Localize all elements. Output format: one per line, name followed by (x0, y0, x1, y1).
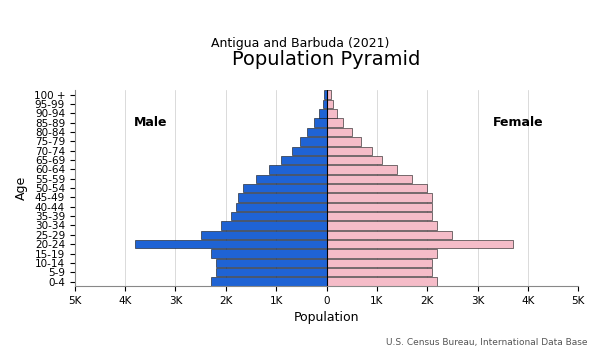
Text: Antigua and Barbuda (2021): Antigua and Barbuda (2021) (211, 37, 389, 50)
Bar (326, 128, 352, 136)
Bar (244, 184, 326, 192)
Bar (326, 212, 432, 220)
Bar (326, 119, 343, 127)
Bar (323, 100, 326, 108)
Bar (326, 259, 432, 267)
Bar (221, 221, 326, 230)
Bar (324, 90, 326, 99)
Bar (269, 165, 326, 174)
Text: Female: Female (493, 116, 543, 129)
Bar (326, 100, 332, 108)
Bar (326, 175, 412, 183)
Bar (326, 249, 437, 258)
Y-axis label: Age: Age (15, 176, 28, 200)
Bar (292, 147, 326, 155)
X-axis label: Population: Population (294, 312, 359, 324)
Bar (314, 119, 326, 127)
Bar (256, 175, 326, 183)
Bar (326, 231, 452, 239)
Bar (301, 137, 326, 146)
Bar (216, 259, 326, 267)
Bar (326, 90, 331, 99)
Title: Population Pyramid: Population Pyramid (232, 50, 421, 69)
Bar (326, 147, 372, 155)
Bar (307, 128, 326, 136)
Bar (319, 109, 326, 118)
Text: U.S. Census Bureau, International Data Base: U.S. Census Bureau, International Data B… (386, 337, 588, 346)
Bar (326, 156, 382, 164)
Bar (211, 277, 326, 286)
Bar (326, 240, 513, 248)
Bar (135, 240, 326, 248)
Bar (326, 193, 432, 202)
Bar (211, 249, 326, 258)
Bar (326, 268, 432, 277)
Bar (326, 137, 361, 146)
Bar (326, 109, 337, 118)
Bar (281, 156, 326, 164)
Bar (326, 221, 437, 230)
Bar (231, 212, 326, 220)
Bar (200, 231, 326, 239)
Bar (326, 203, 432, 211)
Bar (216, 268, 326, 277)
Bar (326, 184, 427, 192)
Text: Male: Male (134, 116, 167, 129)
Bar (238, 193, 326, 202)
Bar (326, 277, 437, 286)
Bar (326, 165, 397, 174)
Bar (236, 203, 326, 211)
